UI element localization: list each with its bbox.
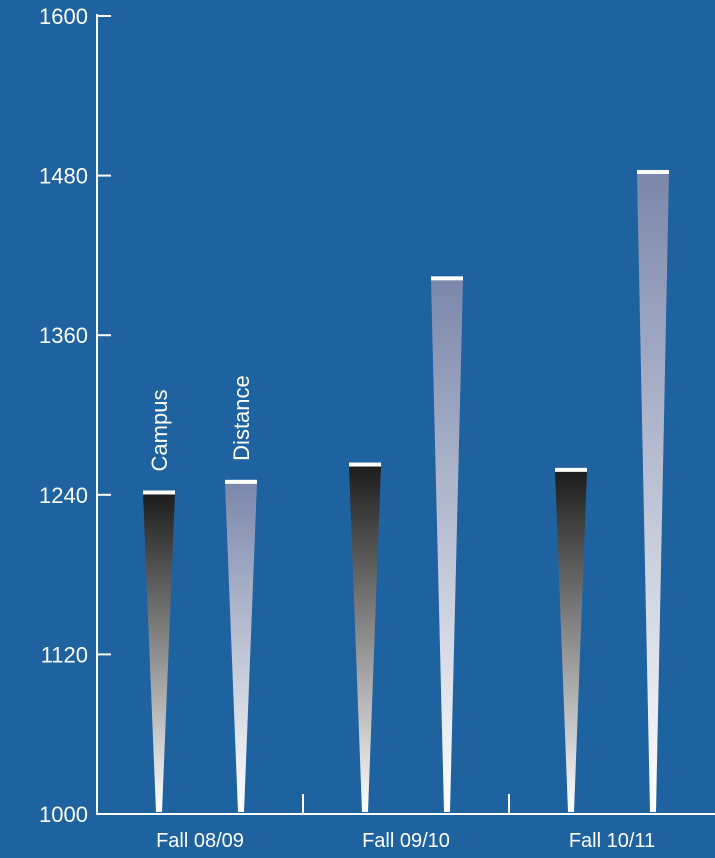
bar-cap-distance-2 <box>637 169 669 174</box>
bars <box>143 169 669 813</box>
x-category-label: Fall 10/11 <box>569 830 655 852</box>
bar-cap-campus-0 <box>143 490 175 495</box>
x-category-label: Fall 08/09 <box>156 830 244 852</box>
bar-cap-distance-0 <box>225 479 257 484</box>
bar-campus-1 <box>349 465 381 812</box>
x-category-label: Fall 09/10 <box>362 830 450 852</box>
y-tick-label: 1120 <box>41 642 88 667</box>
y-tick-label: 1000 <box>39 802 88 827</box>
bar-cap-campus-1 <box>349 462 381 467</box>
bar-cap-distance-1 <box>431 276 463 281</box>
y-tick-label: 1480 <box>39 164 88 189</box>
bar-campus-0 <box>143 493 175 812</box>
labels: 1000 1120 1240 1360 1480 1600 Fall 08/09 Fall 0… <box>39 4 655 852</box>
y-tick-label: 1360 <box>39 323 88 348</box>
bar-cap-campus-2 <box>555 467 587 472</box>
y-tick-label: 1240 <box>39 483 88 508</box>
bar-campus-2 <box>555 470 587 812</box>
y-tick-label: 1600 <box>39 4 88 29</box>
axes <box>96 14 715 815</box>
series-label-campus: Campus <box>147 390 172 472</box>
bar-distance-2 <box>637 172 669 812</box>
bar-distance-0 <box>225 482 257 812</box>
bar-distance-1 <box>431 279 463 813</box>
series-label-distance: Distance <box>229 375 254 461</box>
